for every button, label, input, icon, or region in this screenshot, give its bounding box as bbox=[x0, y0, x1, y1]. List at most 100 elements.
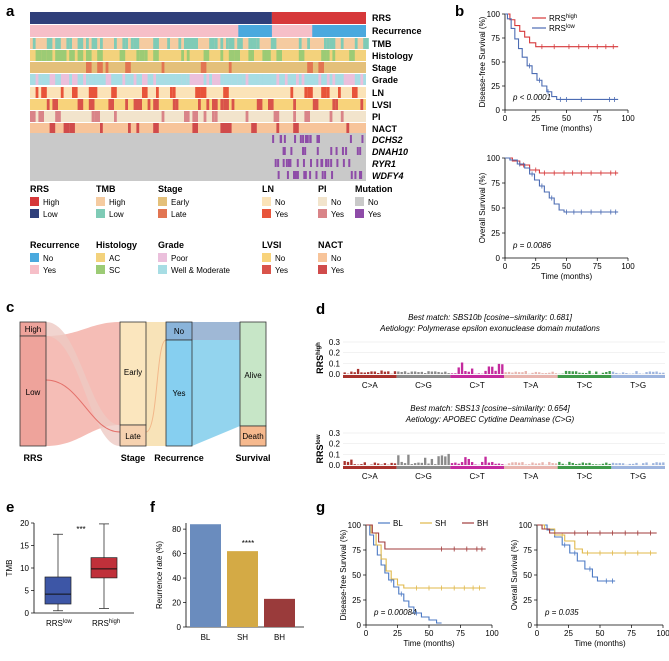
signature-bar bbox=[444, 456, 447, 465]
track-cell bbox=[349, 50, 355, 61]
track-grade bbox=[30, 74, 366, 85]
track-cell bbox=[321, 87, 327, 98]
y-tick-label: 0 bbox=[528, 621, 533, 630]
signature-bar bbox=[548, 372, 551, 374]
signature-y-label: RRSlow bbox=[315, 434, 325, 463]
track-cell bbox=[293, 111, 296, 122]
signature-bar bbox=[544, 373, 548, 374]
track-cell bbox=[69, 38, 72, 49]
sankey-axis-rrs: RRS bbox=[23, 453, 42, 463]
mutation-tick bbox=[327, 159, 330, 167]
y-tick-label: 0.3 bbox=[329, 338, 341, 347]
track-cell bbox=[329, 74, 333, 85]
track-cell bbox=[156, 87, 159, 98]
legend-label-bl: BL bbox=[393, 519, 403, 528]
signature-bar bbox=[541, 373, 544, 374]
y-tick-label: 5 bbox=[25, 587, 30, 596]
mutation-tick bbox=[303, 171, 306, 179]
signature-bar bbox=[605, 462, 608, 465]
track-cell bbox=[329, 111, 333, 122]
x-tick-label: 50 bbox=[596, 629, 605, 638]
track-cell bbox=[198, 87, 201, 98]
track-cell bbox=[340, 74, 344, 85]
signature-bar bbox=[360, 372, 363, 374]
signature-bar bbox=[487, 366, 491, 374]
mutation-tick bbox=[361, 135, 364, 143]
signature-bar bbox=[538, 372, 541, 374]
signature-bar bbox=[662, 372, 665, 374]
track-cell bbox=[332, 50, 336, 61]
signature-bar bbox=[645, 462, 648, 465]
mutation-tick bbox=[325, 159, 328, 167]
mutation-tick bbox=[316, 135, 319, 143]
x-tick-label: 100 bbox=[621, 114, 635, 123]
signature-bar bbox=[410, 371, 413, 374]
signature-bar bbox=[621, 372, 625, 374]
signature-bar bbox=[568, 461, 571, 465]
recurrence-bar-chart: 0 20 40 60 80 Reurrence rate (%) BL SH BH **** bbox=[155, 523, 304, 642]
mutation-tick bbox=[321, 171, 324, 179]
track-cell bbox=[35, 87, 39, 98]
track-cell bbox=[251, 123, 257, 134]
track-cell bbox=[133, 38, 140, 49]
track-cell bbox=[209, 74, 212, 85]
track-cell bbox=[116, 74, 123, 85]
track-cell bbox=[142, 87, 148, 98]
track-cell bbox=[102, 74, 106, 85]
legend-swatch bbox=[158, 265, 167, 274]
signature-bar bbox=[467, 458, 470, 465]
mutation-tick bbox=[304, 135, 307, 143]
signature-aetiology: Aetiology: Polymerase epsilon exonucleas… bbox=[379, 324, 600, 333]
track-cell bbox=[144, 50, 148, 61]
signature-bar bbox=[601, 463, 605, 465]
x-tick-label: 75 bbox=[627, 629, 636, 638]
signature-bar bbox=[434, 464, 437, 465]
y-tick-label: 50 bbox=[491, 204, 500, 213]
legend-title: Grade bbox=[158, 240, 184, 250]
legend-title: PI bbox=[318, 184, 327, 194]
track-cell bbox=[175, 74, 182, 85]
x-tick-label: 0 bbox=[364, 629, 369, 638]
signature-bar bbox=[511, 462, 514, 465]
track-cell bbox=[237, 38, 243, 49]
mutation-tick bbox=[359, 171, 362, 179]
y-tick-label: 0 bbox=[496, 254, 501, 263]
y-tick-label: 75 bbox=[523, 546, 532, 555]
track-cell bbox=[298, 50, 305, 61]
track-cell bbox=[60, 87, 64, 98]
signature-bar bbox=[538, 463, 541, 465]
legend-label: Yes bbox=[331, 210, 344, 219]
signature-bar bbox=[564, 370, 568, 374]
signature-bar bbox=[527, 464, 531, 465]
signature-bar bbox=[373, 462, 377, 465]
track-cell bbox=[66, 38, 70, 49]
km-plots-subgroups: 0 25 50 75 100 0 25 50 75 100 Time (months) Disease… bbox=[339, 519, 669, 648]
track-cell bbox=[310, 62, 313, 73]
signature-bar bbox=[595, 464, 598, 465]
track-cell bbox=[326, 38, 330, 49]
signature-bar bbox=[440, 372, 444, 374]
track-cell bbox=[265, 74, 268, 85]
track-cell bbox=[338, 87, 341, 98]
legend-swatch bbox=[96, 265, 105, 274]
x-tick-label: 100 bbox=[485, 629, 499, 638]
y-axis-label: Disease-free Survival (%) bbox=[339, 529, 348, 620]
track-cell bbox=[186, 74, 190, 85]
signature-bar bbox=[578, 372, 581, 374]
signature-bar bbox=[484, 456, 487, 465]
track-label-pi: PI bbox=[372, 112, 381, 122]
track-cell bbox=[125, 62, 131, 73]
category-label-bl: BL bbox=[201, 633, 211, 642]
signature-bar bbox=[605, 371, 608, 374]
class-label: T>C bbox=[577, 381, 593, 390]
track-cell bbox=[245, 111, 249, 122]
class-band bbox=[611, 375, 665, 378]
track-cell bbox=[55, 111, 61, 122]
class-band bbox=[557, 466, 612, 469]
track-cell bbox=[256, 99, 263, 110]
legend-label: AC bbox=[109, 254, 120, 263]
node-label-alive: Alive bbox=[244, 371, 262, 380]
signature-bar bbox=[430, 458, 434, 465]
x-tick-label: 25 bbox=[531, 114, 540, 123]
